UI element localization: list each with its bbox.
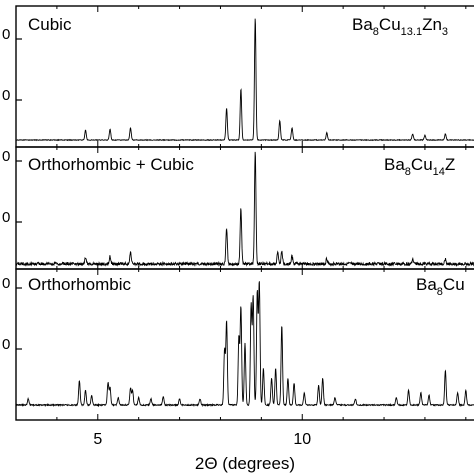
y-tick-label: 0 — [2, 209, 10, 226]
xrd-trace-panel-2 — [16, 151, 474, 267]
panel-frame-3 — [15, 268, 474, 421]
panel-label-orthorhombic: Orthorhombic — [28, 275, 131, 294]
plot-frames — [15, 5, 474, 421]
y-tick-label: 0 — [2, 336, 10, 353]
xrd-trace-panel-3 — [15, 281, 474, 408]
x-axis-title: 2Θ (degrees) — [195, 454, 295, 473]
formula-panel-1: Ba8Cu13.1Zn3 — [352, 15, 448, 38]
panel-label-orthorhombic-cubic: Orthorhombic + Cubic — [28, 155, 194, 174]
y-tick-label: 0 — [2, 148, 10, 165]
axis-ticks — [16, 6, 467, 420]
y-tick-label: 0 — [2, 87, 10, 104]
formula-panel-3: Ba8Cu — [416, 275, 465, 298]
formula-panel-2: Ba8Cu14Z — [384, 155, 455, 178]
pattern-traces — [15, 18, 474, 408]
x-tick-label-10: 10 — [293, 431, 311, 448]
x-tick-label-5: 5 — [93, 431, 102, 448]
y-tick-label: 0 — [2, 26, 10, 43]
xrd-trace-panel-1 — [15, 18, 474, 142]
panel-label-cubic: Cubic — [28, 15, 72, 34]
y-tick-label: 0 — [2, 275, 10, 292]
